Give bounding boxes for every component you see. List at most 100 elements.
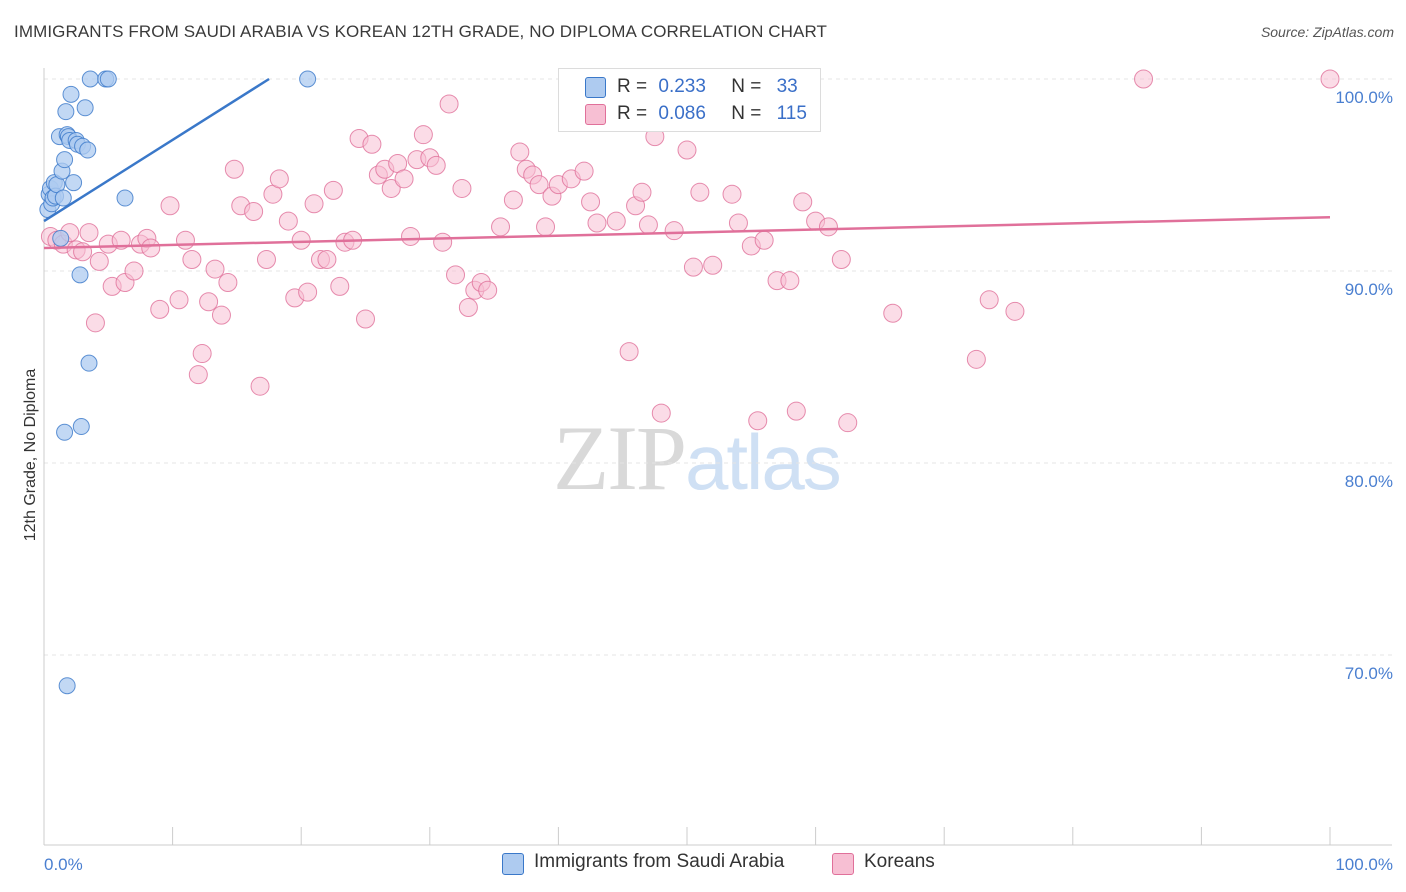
x-tick-label: 100.0% xyxy=(1335,855,1393,874)
point-koreans xyxy=(141,238,161,258)
point-koreans xyxy=(754,230,774,250)
point-saudi-arabia xyxy=(79,141,97,159)
bottom-legend-swatch-koreans xyxy=(832,853,854,875)
point-koreans xyxy=(182,249,202,269)
point-koreans xyxy=(574,161,594,181)
point-koreans xyxy=(394,169,414,189)
point-koreans xyxy=(323,180,343,200)
legend-swatch-saudi xyxy=(585,77,606,98)
point-koreans xyxy=(632,182,652,202)
point-koreans xyxy=(587,213,607,233)
point-koreans xyxy=(510,142,530,162)
point-koreans xyxy=(188,365,208,385)
point-koreans xyxy=(651,403,671,423)
point-koreans xyxy=(677,140,697,160)
point-koreans xyxy=(793,192,813,212)
point-koreans xyxy=(298,282,318,302)
point-saudi-arabia xyxy=(56,151,74,169)
trend-line-saudi-arabia xyxy=(43,77,270,223)
point-koreans xyxy=(883,303,903,323)
point-koreans xyxy=(478,280,498,300)
point-saudi-arabia xyxy=(71,266,89,284)
point-koreans xyxy=(748,411,768,431)
series-koreans xyxy=(40,69,1340,433)
point-saudi-arabia xyxy=(58,677,76,695)
point-koreans xyxy=(205,259,225,279)
y-tick-label: 90.0% xyxy=(1345,280,1393,299)
point-koreans xyxy=(413,125,433,145)
point-koreans xyxy=(683,257,703,277)
legend-r-label: R = xyxy=(617,76,648,97)
point-koreans xyxy=(426,155,446,175)
point-koreans xyxy=(89,251,109,271)
point-koreans xyxy=(979,290,999,310)
point-koreans xyxy=(330,276,350,296)
point-koreans xyxy=(256,249,276,269)
point-koreans xyxy=(606,211,626,231)
point-koreans xyxy=(1134,69,1154,89)
x-tick-label: 0.0% xyxy=(44,855,83,874)
point-koreans xyxy=(175,230,195,250)
point-koreans xyxy=(199,292,219,312)
y-axis-label: 12th Grade, No Diploma xyxy=(22,368,39,542)
point-koreans xyxy=(818,217,838,237)
point-koreans xyxy=(79,223,99,243)
bottom-legend-swatch-saudi xyxy=(502,853,524,875)
point-koreans xyxy=(169,290,189,310)
point-koreans xyxy=(160,196,180,216)
point-koreans xyxy=(966,349,986,369)
chart-title: IMMIGRANTS FROM SAUDI ARABIA VS KOREAN 1… xyxy=(14,22,828,41)
point-koreans xyxy=(192,344,212,364)
point-koreans xyxy=(491,217,511,237)
point-koreans xyxy=(1320,69,1340,89)
point-koreans xyxy=(381,178,401,198)
point-koreans xyxy=(439,94,459,114)
point-koreans xyxy=(362,134,382,154)
point-saudi-arabia xyxy=(54,189,72,207)
watermark-atlas: atlas xyxy=(685,418,842,506)
point-koreans xyxy=(278,211,298,231)
point-koreans xyxy=(446,265,466,285)
point-koreans xyxy=(317,249,337,269)
point-koreans xyxy=(85,313,105,333)
source-credit: Source: ZipAtlas.com xyxy=(1260,24,1394,40)
point-koreans xyxy=(722,184,742,204)
legend-n-label: N = xyxy=(731,76,762,97)
axes xyxy=(43,68,1392,846)
point-koreans xyxy=(224,159,244,179)
point-saudi-arabia xyxy=(62,85,80,103)
watermark-zip: ZIP xyxy=(553,407,687,509)
point-saudi-arabia xyxy=(57,103,75,121)
point-koreans xyxy=(304,194,324,214)
point-koreans xyxy=(269,169,289,189)
point-koreans xyxy=(356,309,375,329)
point-koreans xyxy=(728,213,748,233)
legend-n-value: 33 xyxy=(776,76,798,97)
trend-lines xyxy=(43,77,1331,250)
legend-r-value: 0.233 xyxy=(658,76,706,97)
point-saudi-arabia xyxy=(299,70,317,88)
point-koreans xyxy=(73,242,93,262)
legend-r-label: R = xyxy=(617,103,648,124)
point-koreans xyxy=(291,230,311,250)
y-tick-label: 70.0% xyxy=(1345,664,1393,683)
point-koreans xyxy=(786,401,806,421)
y-tick-label: 80.0% xyxy=(1345,472,1393,491)
point-koreans xyxy=(780,271,800,291)
point-koreans xyxy=(150,299,170,319)
point-koreans xyxy=(250,376,270,396)
point-koreans xyxy=(703,255,723,275)
point-koreans xyxy=(831,249,851,269)
point-koreans xyxy=(529,175,549,195)
point-saudi-arabia xyxy=(80,354,98,372)
point-koreans xyxy=(433,232,453,252)
legend-n-label: N = xyxy=(731,103,762,124)
point-koreans xyxy=(458,297,478,317)
point-koreans xyxy=(401,226,421,246)
bottom-legend-label-saudi: Immigrants from Saudi Arabia xyxy=(534,851,785,872)
point-koreans xyxy=(536,217,556,237)
point-koreans xyxy=(244,201,264,221)
point-koreans xyxy=(664,221,684,241)
point-saudi-arabia xyxy=(116,189,134,207)
